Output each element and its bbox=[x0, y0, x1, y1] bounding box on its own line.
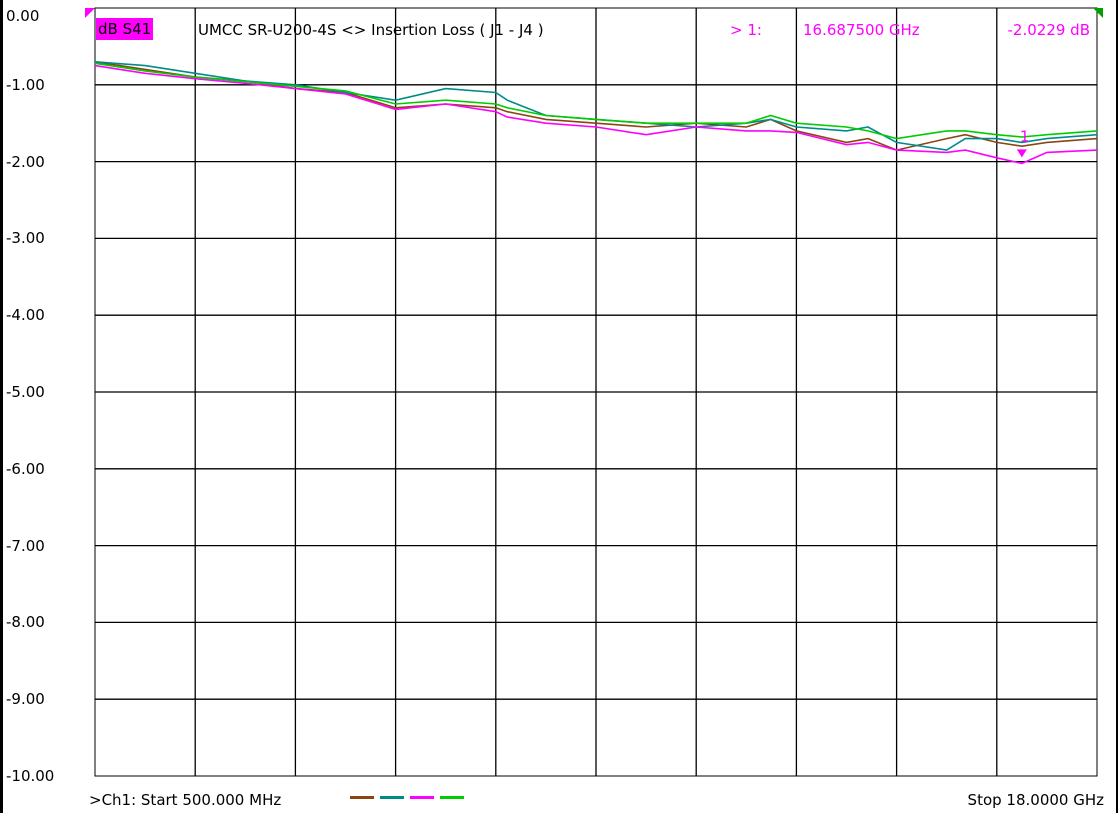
y-tick-label: -5.00 bbox=[6, 383, 45, 401]
legend-swatch bbox=[380, 796, 404, 799]
y-tick-label: -6.00 bbox=[6, 459, 45, 478]
series-2-trace bbox=[94, 61, 1098, 151]
reference-marker-left bbox=[85, 8, 95, 18]
y-tick-label: -9.00 bbox=[6, 690, 45, 709]
trace-badge[interactable]: dB S41 bbox=[96, 18, 154, 40]
legend-swatch bbox=[410, 796, 434, 799]
marker-frequency: 16.687500 GHz bbox=[803, 21, 920, 39]
chart-title: UMCC SR-U200-4S <> Insertion Loss ( J1 -… bbox=[198, 21, 544, 39]
start-frequency-label: >Ch1: Start 500.000 MHz bbox=[89, 791, 282, 809]
series-3-trace bbox=[94, 64, 1098, 165]
y-tick-label: -7.00 bbox=[6, 536, 45, 555]
y-tick-label: -10.00 bbox=[6, 767, 55, 785]
legend-swatch bbox=[350, 796, 374, 799]
marker-value: -2.0229 dB bbox=[1007, 21, 1090, 39]
y-tick-label: -4.00 bbox=[6, 306, 45, 325]
marker-1-symbol bbox=[1016, 149, 1027, 158]
reference-marker-right bbox=[1093, 8, 1103, 18]
marker-1-label: 1 bbox=[1020, 127, 1030, 145]
stop-frequency-label: Stop 18.0000 GHz bbox=[967, 791, 1104, 809]
y-tick-label: -2.00 bbox=[6, 152, 45, 171]
y-tick-label: -1.00 bbox=[6, 75, 45, 94]
legend-swatch bbox=[440, 796, 464, 799]
y-tick-label: -3.00 bbox=[6, 229, 45, 248]
y-tick-label: -8.00 bbox=[6, 613, 45, 632]
marker-number: > 1: bbox=[730, 21, 762, 39]
y-tick-label: 0.00 bbox=[6, 7, 40, 25]
series-4-trace bbox=[94, 62, 1098, 140]
